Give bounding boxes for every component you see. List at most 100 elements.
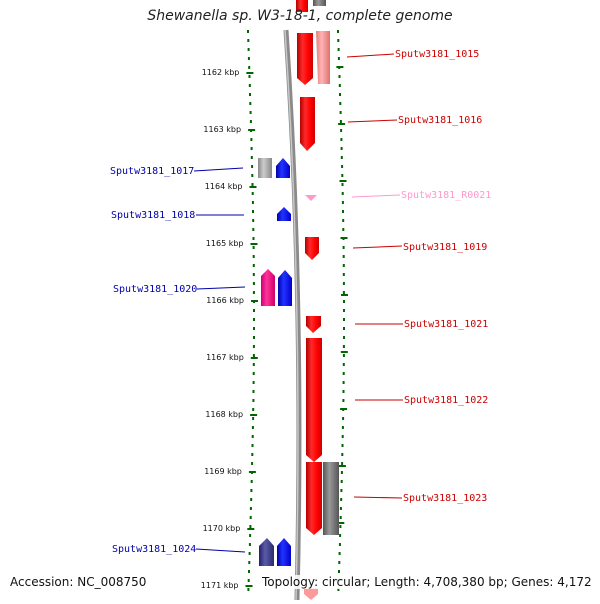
- gene-sputw3181-r0021[interactable]: [305, 195, 317, 201]
- gene-sputw3181-1019[interactable]: [305, 237, 319, 260]
- gene-sputw3181-1022[interactable]: [306, 338, 322, 462]
- leader-line-r0021: [351, 194, 401, 198]
- kbp-tick-label: 1168 kbp: [205, 410, 243, 419]
- kbp-tick-label: 1163 kbp: [203, 125, 241, 134]
- gene-label-sputw3181-1019[interactable]: Sputw3181_1019: [403, 242, 487, 253]
- kbp-tick-mark: [251, 300, 258, 302]
- gene-navy-1024[interactable]: [259, 538, 274, 566]
- scale-dot: [247, 30, 249, 33]
- scale-dot: [252, 408, 255, 411]
- scale-dot: [343, 309, 345, 312]
- scale-dot: [337, 588, 340, 591]
- gene-magenta-1020[interactable]: [261, 269, 275, 306]
- scale-dot: [342, 345, 345, 348]
- scale-dot: [339, 525, 342, 528]
- scale-dot: [342, 381, 345, 384]
- scale-dot: [249, 534, 252, 537]
- kbp-tick-label: 1169 kbp: [204, 467, 242, 476]
- gene-sputw3181-1018[interactable]: [277, 207, 291, 221]
- scale-dot: [251, 453, 254, 456]
- scale-dot: [249, 516, 252, 519]
- scale-dot: [250, 480, 253, 483]
- scale-dot: [341, 183, 344, 186]
- scale-dot: [340, 156, 343, 159]
- gene-sputw3181-1017[interactable]: [276, 158, 290, 178]
- scale-dot: [248, 552, 251, 555]
- scale-dot: [338, 570, 340, 573]
- kbp-tick-mark: [248, 129, 256, 131]
- kbp-scale: 1162 kbp 1163 kbp 1164 kbp 1165 kbp 1166 kbp…: [201, 66, 348, 590]
- gene-sputw3181-1015-a[interactable]: [297, 33, 313, 85]
- gene-label-sputw3181-1022[interactable]: Sputw3181_1022: [404, 395, 488, 406]
- gene-label-sputw3181-1016[interactable]: Sputw3181_1016: [398, 115, 482, 126]
- scale-dot: [252, 381, 255, 384]
- scale-dot: [252, 291, 255, 294]
- kbp-tick-mark: [249, 186, 257, 188]
- scale-dot: [248, 570, 250, 573]
- scale-dot: [342, 264, 345, 267]
- scale-dot: [342, 390, 345, 393]
- scale-dot: [249, 507, 252, 510]
- scale-dot: [247, 57, 250, 60]
- gene-sputw3181-1023[interactable]: [306, 462, 322, 535]
- scale-dot: [249, 102, 252, 105]
- kbp-tick-label: 1171 kbp: [201, 581, 239, 590]
- gene-label-sputw3181-1023[interactable]: Sputw3181_1023: [403, 493, 487, 504]
- gene-label-sputw3181-1017[interactable]: Sputw3181_1017: [110, 166, 194, 177]
- leader-line-1015: [346, 53, 395, 58]
- gene-gray-1017[interactable]: [258, 158, 272, 178]
- genome-backbone-highlight: [284, 29, 299, 601]
- scale-dot: [247, 588, 250, 591]
- scale-dot: [247, 579, 250, 582]
- scale-dot: [341, 192, 344, 195]
- kbp-tick-label: 1164 kbp: [205, 182, 243, 191]
- scale-dot: [252, 372, 255, 375]
- scale-dot: [339, 516, 342, 519]
- gene-label-sputw3181-r0021[interactable]: Sputw3181_R0021: [401, 190, 491, 201]
- genome-title: Shewanella sp. W3-18-1, complete genome: [147, 8, 453, 24]
- gene-label-sputw3181-1021[interactable]: Sputw3181_1021: [404, 319, 488, 330]
- scale-dot: [341, 462, 344, 465]
- scale-dot: [343, 318, 345, 321]
- scale-dot: [253, 318, 255, 321]
- scale-dot: [337, 48, 340, 51]
- gene-sputw3181-1015-b[interactable]: [316, 31, 330, 84]
- scale-dot: [249, 111, 252, 114]
- gene-top-gray-arrow[interactable]: [313, 0, 326, 6]
- kbp-tick-mark: [246, 72, 254, 74]
- scale-dot: [339, 111, 342, 114]
- scale-dot: [341, 444, 344, 447]
- kbp-tick-label: 1162 kbp: [202, 68, 240, 77]
- gene-gray-1023-adjacent[interactable]: [323, 462, 339, 535]
- kbp-tick-mark: [338, 465, 346, 467]
- gene-label-sputw3181-1015[interactable]: Sputw3181_1015: [395, 49, 479, 60]
- scale-dot: [341, 201, 344, 204]
- gene-sputw3181-1024[interactable]: [277, 538, 291, 566]
- kbp-tick-mark: [340, 237, 348, 239]
- scale-dot: [337, 30, 339, 33]
- gene-label-sputw3181-1018[interactable]: Sputw3181_1018: [111, 210, 195, 221]
- scale-dot: [251, 462, 254, 465]
- kbp-tick-mark: [250, 414, 258, 416]
- scale-dot: [251, 174, 254, 177]
- scale-dot: [342, 399, 345, 402]
- scale-dot: [340, 147, 343, 150]
- gene-sputw3181-1020[interactable]: [278, 270, 292, 306]
- leader-line-1023: [353, 496, 403, 499]
- scale-dot: [252, 210, 254, 213]
- gene-label-sputw3181-1020[interactable]: Sputw3181_1020: [113, 284, 197, 295]
- leader-line-1020: [196, 286, 246, 290]
- scale-dot: [251, 183, 254, 186]
- gene-label-sputw3181-1024[interactable]: Sputw3181_1024: [112, 544, 196, 555]
- scale-dot: [338, 561, 341, 564]
- accession-text: Accession: NC_008750: [10, 575, 147, 589]
- gene-top-red-arrow[interactable]: [296, 0, 308, 12]
- scale-dot: [341, 174, 344, 177]
- gene-sputw3181-1016[interactable]: [300, 97, 315, 151]
- scale-dot: [342, 354, 345, 357]
- gene-sputw3181-1021[interactable]: [306, 316, 321, 333]
- scale-dot: [247, 48, 250, 51]
- gene-bottom-red-arrow[interactable]: [304, 588, 318, 600]
- scale-dot: [342, 219, 345, 222]
- scale-dot: [342, 417, 345, 420]
